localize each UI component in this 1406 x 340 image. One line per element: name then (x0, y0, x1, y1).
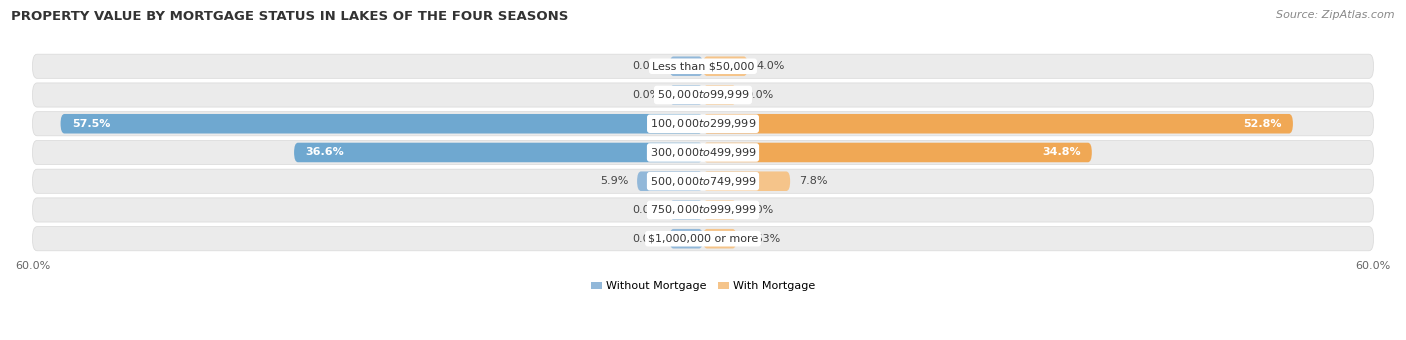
FancyBboxPatch shape (703, 171, 790, 191)
Text: 34.8%: 34.8% (1042, 148, 1081, 157)
FancyBboxPatch shape (703, 56, 748, 76)
Text: Less than $50,000: Less than $50,000 (652, 61, 754, 71)
FancyBboxPatch shape (294, 143, 703, 162)
Text: $50,000 to $99,999: $50,000 to $99,999 (657, 88, 749, 102)
Text: 36.6%: 36.6% (305, 148, 344, 157)
FancyBboxPatch shape (32, 227, 1374, 251)
FancyBboxPatch shape (32, 54, 1374, 78)
FancyBboxPatch shape (703, 229, 737, 249)
FancyBboxPatch shape (703, 143, 1092, 162)
Text: 0.0%: 0.0% (745, 90, 773, 100)
Text: 5.9%: 5.9% (600, 176, 628, 186)
Legend: Without Mortgage, With Mortgage: Without Mortgage, With Mortgage (586, 277, 820, 296)
FancyBboxPatch shape (32, 140, 1374, 165)
Text: PROPERTY VALUE BY MORTGAGE STATUS IN LAKES OF THE FOUR SEASONS: PROPERTY VALUE BY MORTGAGE STATUS IN LAK… (11, 10, 568, 23)
Text: 52.8%: 52.8% (1243, 119, 1282, 129)
FancyBboxPatch shape (32, 169, 1374, 193)
FancyBboxPatch shape (32, 83, 1374, 107)
Text: 7.8%: 7.8% (799, 176, 828, 186)
Text: 0.0%: 0.0% (633, 90, 661, 100)
Text: $300,000 to $499,999: $300,000 to $499,999 (650, 146, 756, 159)
Text: $750,000 to $999,999: $750,000 to $999,999 (650, 203, 756, 217)
FancyBboxPatch shape (60, 114, 703, 134)
Text: 4.0%: 4.0% (756, 61, 785, 71)
FancyBboxPatch shape (669, 85, 703, 105)
FancyBboxPatch shape (703, 114, 1294, 134)
FancyBboxPatch shape (637, 171, 703, 191)
Text: $500,000 to $749,999: $500,000 to $749,999 (650, 175, 756, 188)
Text: $1,000,000 or more: $1,000,000 or more (648, 234, 758, 244)
Text: 0.0%: 0.0% (633, 205, 661, 215)
FancyBboxPatch shape (669, 229, 703, 249)
FancyBboxPatch shape (32, 198, 1374, 222)
FancyBboxPatch shape (703, 200, 737, 220)
Text: 0.63%: 0.63% (745, 234, 780, 244)
Text: 0.0%: 0.0% (633, 61, 661, 71)
FancyBboxPatch shape (32, 112, 1374, 136)
Text: 57.5%: 57.5% (72, 119, 110, 129)
FancyBboxPatch shape (703, 85, 737, 105)
Text: $100,000 to $299,999: $100,000 to $299,999 (650, 117, 756, 130)
Text: 0.0%: 0.0% (633, 234, 661, 244)
Text: 0.0%: 0.0% (745, 205, 773, 215)
Text: Source: ZipAtlas.com: Source: ZipAtlas.com (1277, 10, 1395, 20)
FancyBboxPatch shape (669, 56, 703, 76)
FancyBboxPatch shape (669, 200, 703, 220)
